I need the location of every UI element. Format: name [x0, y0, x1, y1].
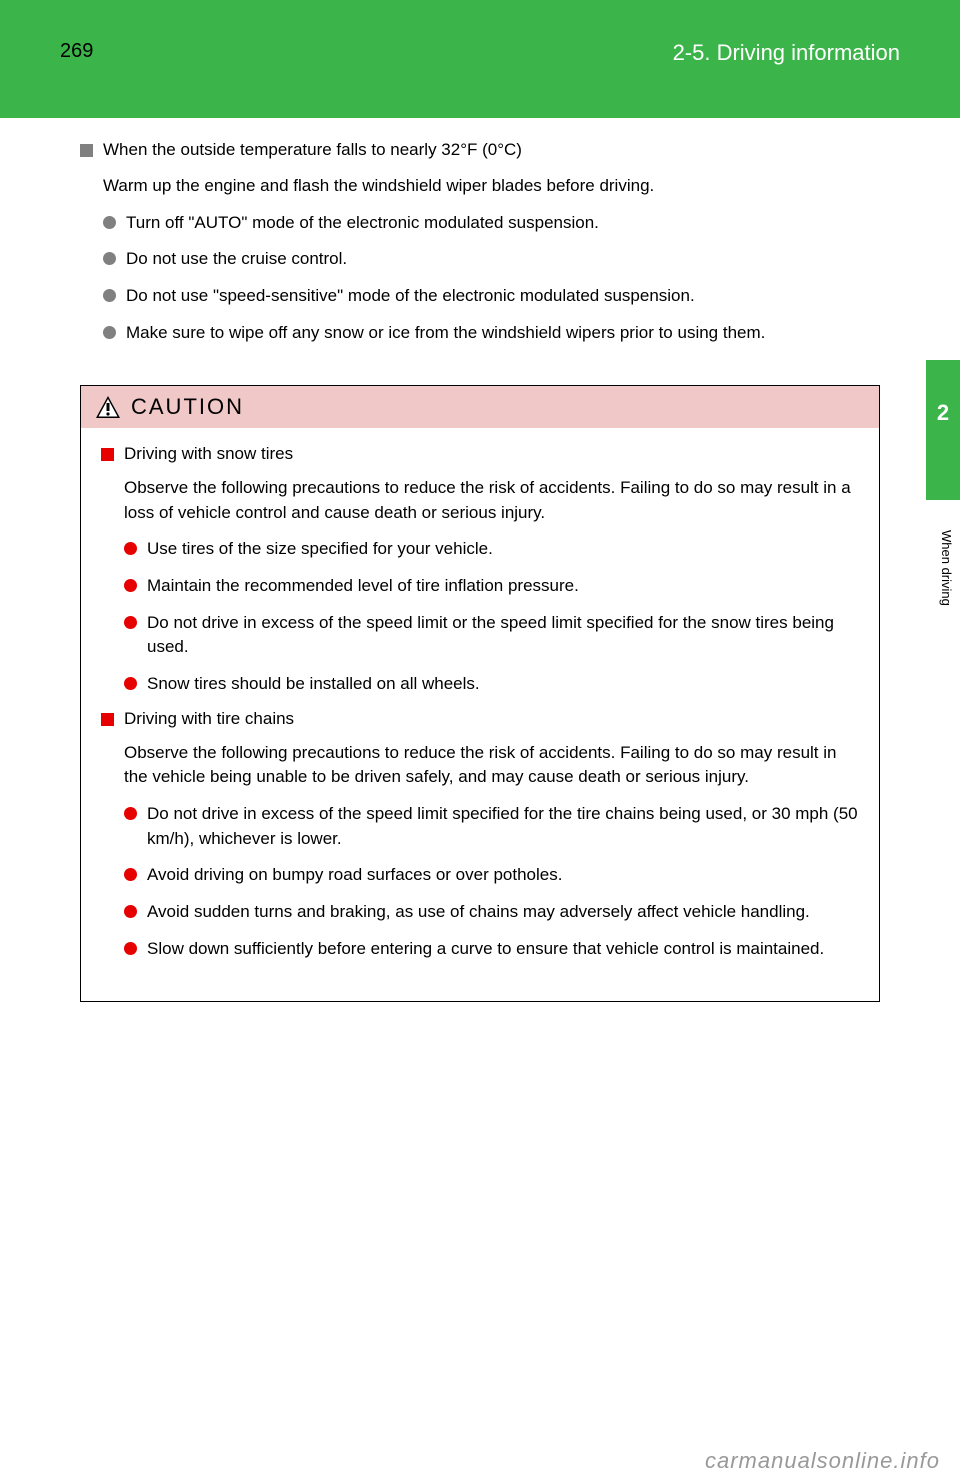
red-dot-icon: [124, 807, 137, 820]
bullet-item: Do not use the cruise control.: [103, 247, 880, 272]
caution-body: Driving with snow tires Observe the foll…: [81, 428, 879, 1001]
caution-bullet-text: Maintain the recommended level of tire i…: [147, 574, 579, 599]
caution-bullet-text: Avoid sudden turns and braking, as use o…: [147, 900, 810, 925]
caution-bullet-text: Do not drive in excess of the speed limi…: [147, 802, 859, 851]
caution-bullet: Avoid sudden turns and braking, as use o…: [124, 900, 859, 925]
red-dot-icon: [124, 868, 137, 881]
caution-bullet-text: Use tires of the size specified for your…: [147, 537, 493, 562]
section-label: 2-5. Driving information: [673, 40, 900, 66]
caution-bullet: Do not drive in excess of the speed limi…: [124, 802, 859, 851]
caution-box: CAUTION Driving with snow tires Observe …: [80, 385, 880, 1002]
square-bullet-icon: [80, 144, 93, 157]
main-content: When the outside temperature falls to ne…: [0, 140, 960, 1002]
bullet-text: Turn off "AUTO" mode of the electronic m…: [126, 211, 599, 236]
caution-intro: Observe the following precautions to red…: [124, 741, 859, 790]
red-square-icon: [101, 448, 114, 461]
caution-section-title: Driving with tire chains: [124, 709, 294, 729]
caution-header: CAUTION: [81, 386, 879, 428]
red-dot-icon: [124, 616, 137, 629]
red-dot-icon: [124, 905, 137, 918]
caution-bullet: Maintain the recommended level of tire i…: [124, 574, 859, 599]
caution-section-heading: Driving with tire chains: [101, 709, 859, 729]
bullet-item: Make sure to wipe off any snow or ice fr…: [103, 321, 880, 346]
page-number: 269: [60, 40, 93, 63]
caution-bullet: Snow tires should be installed on all wh…: [124, 672, 859, 697]
red-dot-icon: [124, 579, 137, 592]
caution-section-heading: Driving with snow tires: [101, 444, 859, 464]
bullet-item: Do not use "speed-sensitive" mode of the…: [103, 284, 880, 309]
caution-bullet-text: Do not drive in excess of the speed limi…: [147, 611, 859, 660]
watermark: carmanualsonline.info: [705, 1448, 940, 1474]
bullet-item: Turn off "AUTO" mode of the electronic m…: [103, 211, 880, 236]
section-title: When the outside temperature falls to ne…: [103, 140, 522, 160]
caution-bullet: Avoid driving on bumpy road surfaces or …: [124, 863, 859, 888]
caution-intro: Observe the following precautions to red…: [124, 476, 859, 525]
intro-text: Warm up the engine and flash the windshi…: [103, 174, 880, 199]
caution-bullet-text: Snow tires should be installed on all wh…: [147, 672, 480, 697]
caution-title: CAUTION: [131, 394, 244, 420]
page-header: 269 2-5. Driving information: [0, 0, 960, 118]
red-dot-icon: [124, 542, 137, 555]
red-dot-icon: [124, 942, 137, 955]
dot-bullet-icon: [103, 289, 116, 302]
caution-bullet: Use tires of the size specified for your…: [124, 537, 859, 562]
side-tab: 2: [926, 360, 960, 500]
caution-bullet-text: Slow down sufficiently before entering a…: [147, 937, 824, 962]
dot-bullet-icon: [103, 216, 116, 229]
red-dot-icon: [124, 677, 137, 690]
dot-bullet-icon: [103, 326, 116, 339]
side-tab-number: 2: [937, 400, 949, 426]
caution-bullet-text: Avoid driving on bumpy road surfaces or …: [147, 863, 562, 888]
side-tab-text: When driving: [939, 530, 954, 606]
bullet-text: Do not use "speed-sensitive" mode of the…: [126, 284, 695, 309]
caution-section-title: Driving with snow tires: [124, 444, 293, 464]
bullet-text: Make sure to wipe off any snow or ice fr…: [126, 321, 765, 346]
dot-bullet-icon: [103, 252, 116, 265]
caution-bullet: Slow down sufficiently before entering a…: [124, 937, 859, 962]
red-square-icon: [101, 713, 114, 726]
caution-bullet: Do not drive in excess of the speed limi…: [124, 611, 859, 660]
bullet-text: Do not use the cruise control.: [126, 247, 347, 272]
section-heading: When the outside temperature falls to ne…: [80, 140, 880, 160]
warning-icon: [95, 395, 121, 419]
